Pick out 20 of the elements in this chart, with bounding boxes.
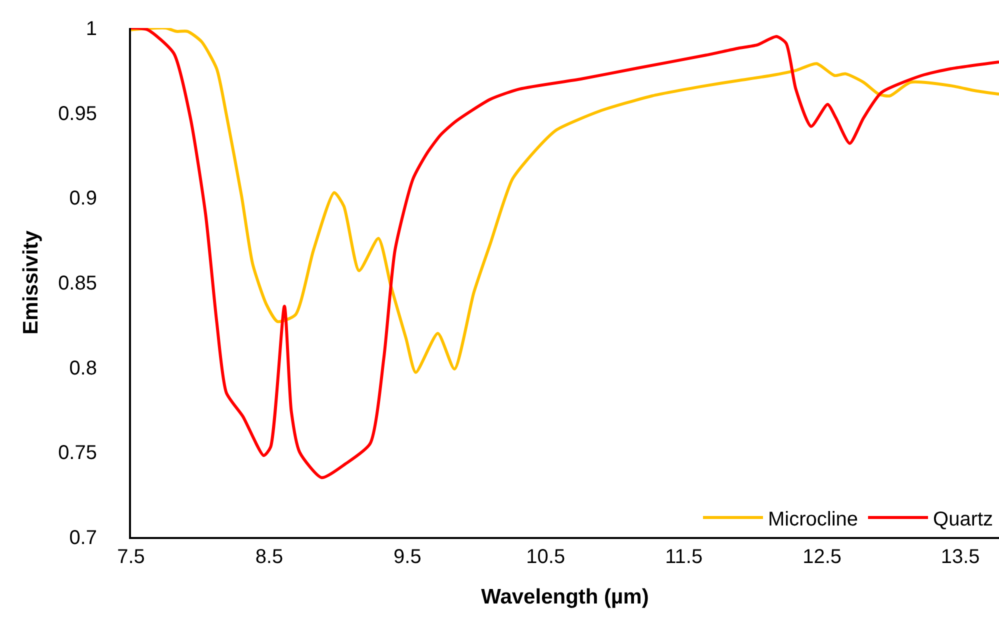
- x-tick-label: 12.5: [802, 546, 842, 568]
- legend-label: Quartz: [933, 508, 994, 530]
- y-tick-label: 0.9: [69, 188, 97, 210]
- y-tick-label: 0.95: [58, 102, 97, 125]
- x-tick-label: 10.5: [526, 546, 566, 568]
- x-axis-title: Wavelength (µm): [481, 586, 649, 609]
- y-tick-label: 0.75: [58, 442, 97, 464]
- y-axis-title: Emissivity: [20, 230, 43, 334]
- x-tick-label: 11.5: [665, 546, 703, 568]
- x-tick-label: 13.5: [940, 546, 980, 568]
- x-tick-label: 8.5: [255, 546, 284, 568]
- x-tick-label: 7.5: [117, 546, 145, 568]
- line-series: [131, 28, 999, 480]
- x-tick-label: 9.5: [394, 546, 422, 568]
- y-tick-label: 1: [86, 18, 97, 40]
- y-tick-label: 0.85: [58, 272, 97, 294]
- y-tick-label: 0.8: [69, 357, 97, 380]
- legend-label: Microcline: [768, 508, 858, 530]
- line-series: [131, 28, 999, 374]
- y-tick-label: 0.7: [69, 527, 97, 549]
